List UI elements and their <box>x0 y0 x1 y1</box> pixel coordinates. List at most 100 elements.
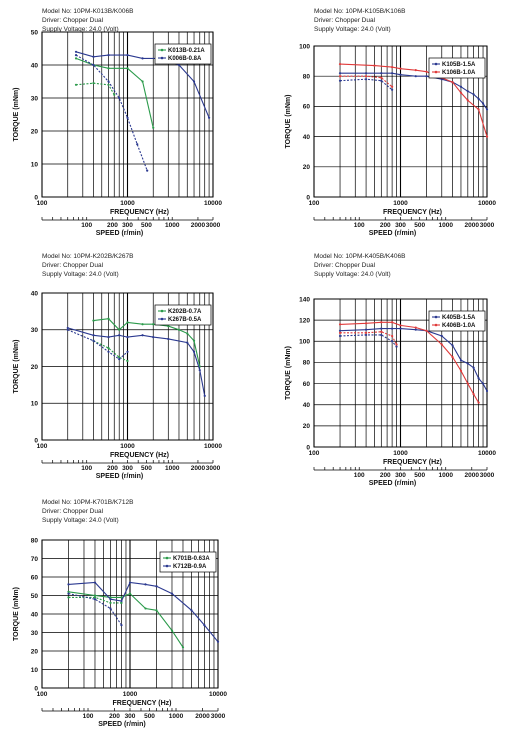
data-point <box>391 85 394 88</box>
speed-axis-title: SPEED (r/min) <box>369 230 416 237</box>
chart-header-line: Driver: Chopper Dual <box>42 17 104 24</box>
speed-tick-label: 1000 <box>165 465 180 472</box>
data-point <box>67 590 70 593</box>
data-point <box>141 80 144 83</box>
series-line <box>67 327 206 397</box>
data-point <box>338 72 342 75</box>
speed-tick-label: 200 <box>107 465 118 472</box>
data-point <box>440 334 443 338</box>
data-point <box>395 345 398 348</box>
data-point <box>399 67 402 70</box>
data-point <box>451 344 454 347</box>
data-point <box>120 601 123 605</box>
data-point <box>391 327 394 330</box>
speed-tick-label: 500 <box>414 472 425 479</box>
data-point <box>126 359 129 363</box>
speed-tick-label: 2000 <box>465 472 480 479</box>
speed-tick-label: 100 <box>81 222 92 229</box>
y-tick-label: 0 <box>34 194 38 201</box>
y-tick-label: 80 <box>303 74 311 81</box>
data-point <box>466 90 469 93</box>
speed-tick-label: 100 <box>354 472 365 479</box>
data-point <box>203 394 206 397</box>
data-point <box>152 126 155 129</box>
x-tick-label: 100 <box>37 200 48 207</box>
data-point <box>93 594 97 597</box>
series-line <box>68 581 219 643</box>
data-point <box>107 317 110 320</box>
data-point <box>74 54 78 57</box>
data-point <box>481 102 485 105</box>
y-axis-title: TORQUE (mNm) <box>13 88 20 142</box>
legend-box <box>159 551 217 573</box>
data-point <box>126 336 129 339</box>
series-line <box>68 593 122 626</box>
y-tick-label: 40 <box>31 62 39 69</box>
chart-header-line: Model No: 10PM-K202B/K267B <box>42 253 133 260</box>
data-point <box>192 350 196 353</box>
data-point <box>459 369 463 372</box>
speed-tick-label: 2000 <box>465 222 480 229</box>
data-point <box>190 609 193 612</box>
data-point <box>485 108 489 111</box>
series-line <box>93 340 128 362</box>
data-point <box>152 323 155 326</box>
series-line <box>67 329 128 360</box>
y-tick-label: 80 <box>303 360 311 367</box>
y-tick-label: 0 <box>34 685 38 692</box>
data-point <box>477 108 480 111</box>
data-point <box>364 331 368 334</box>
chart-header-line: Supply Voltage: 24.0 (Volt) <box>42 26 119 33</box>
data-point <box>167 324 170 328</box>
data-point <box>144 583 147 586</box>
data-point <box>338 331 342 334</box>
speed-tick-label: 300 <box>395 222 406 229</box>
data-point <box>67 596 70 599</box>
data-point <box>399 324 402 327</box>
legend-label: K013B-0.21A <box>168 48 205 54</box>
data-point <box>186 341 189 344</box>
data-point <box>109 598 112 601</box>
data-point <box>472 93 475 96</box>
speed-tick-label: 500 <box>141 222 152 229</box>
data-point <box>126 116 129 119</box>
x-tick-label: 10000 <box>478 200 496 207</box>
data-point <box>177 63 181 67</box>
data-point <box>203 624 206 627</box>
legend-box <box>428 57 486 79</box>
data-point <box>364 78 368 81</box>
chart-1: Model No: 10PM-K013B/K006B Driver: Choppe… <box>13 8 222 237</box>
data-point <box>120 599 123 603</box>
chart-header-line: Model No: 10PM-K105B/K106B <box>314 8 405 15</box>
data-point <box>126 321 129 324</box>
y-tick-label: 40 <box>303 134 311 141</box>
data-point <box>186 332 189 335</box>
data-point <box>144 607 147 610</box>
data-point <box>192 339 196 342</box>
data-point <box>391 340 394 343</box>
plot-frame <box>41 539 219 689</box>
speed-tick-label: 200 <box>380 472 391 479</box>
y-tick-label: 30 <box>31 327 39 334</box>
data-point <box>126 350 129 353</box>
data-point <box>472 393 475 396</box>
chart-header-line: Driver: Chopper Dual <box>314 262 376 269</box>
speed-tick-label: 500 <box>414 222 425 229</box>
legend-marker <box>434 323 438 327</box>
data-point <box>380 321 383 324</box>
legend-box <box>154 304 212 326</box>
x-tick-label: 1000 <box>393 450 408 457</box>
data-point <box>152 336 155 339</box>
speed-axis-title: SPEED (r/min) <box>96 230 143 237</box>
speed-tick-label: 2000 <box>191 465 206 472</box>
plot-frame <box>313 298 488 448</box>
series-line <box>93 318 201 367</box>
y-tick-label: 140 <box>299 296 310 303</box>
speed-tick-label: 1000 <box>438 222 453 229</box>
y-tick-label: 100 <box>299 43 310 50</box>
data-point <box>177 328 181 331</box>
data-point <box>459 85 463 88</box>
series-line <box>339 334 397 347</box>
data-point <box>414 69 417 72</box>
